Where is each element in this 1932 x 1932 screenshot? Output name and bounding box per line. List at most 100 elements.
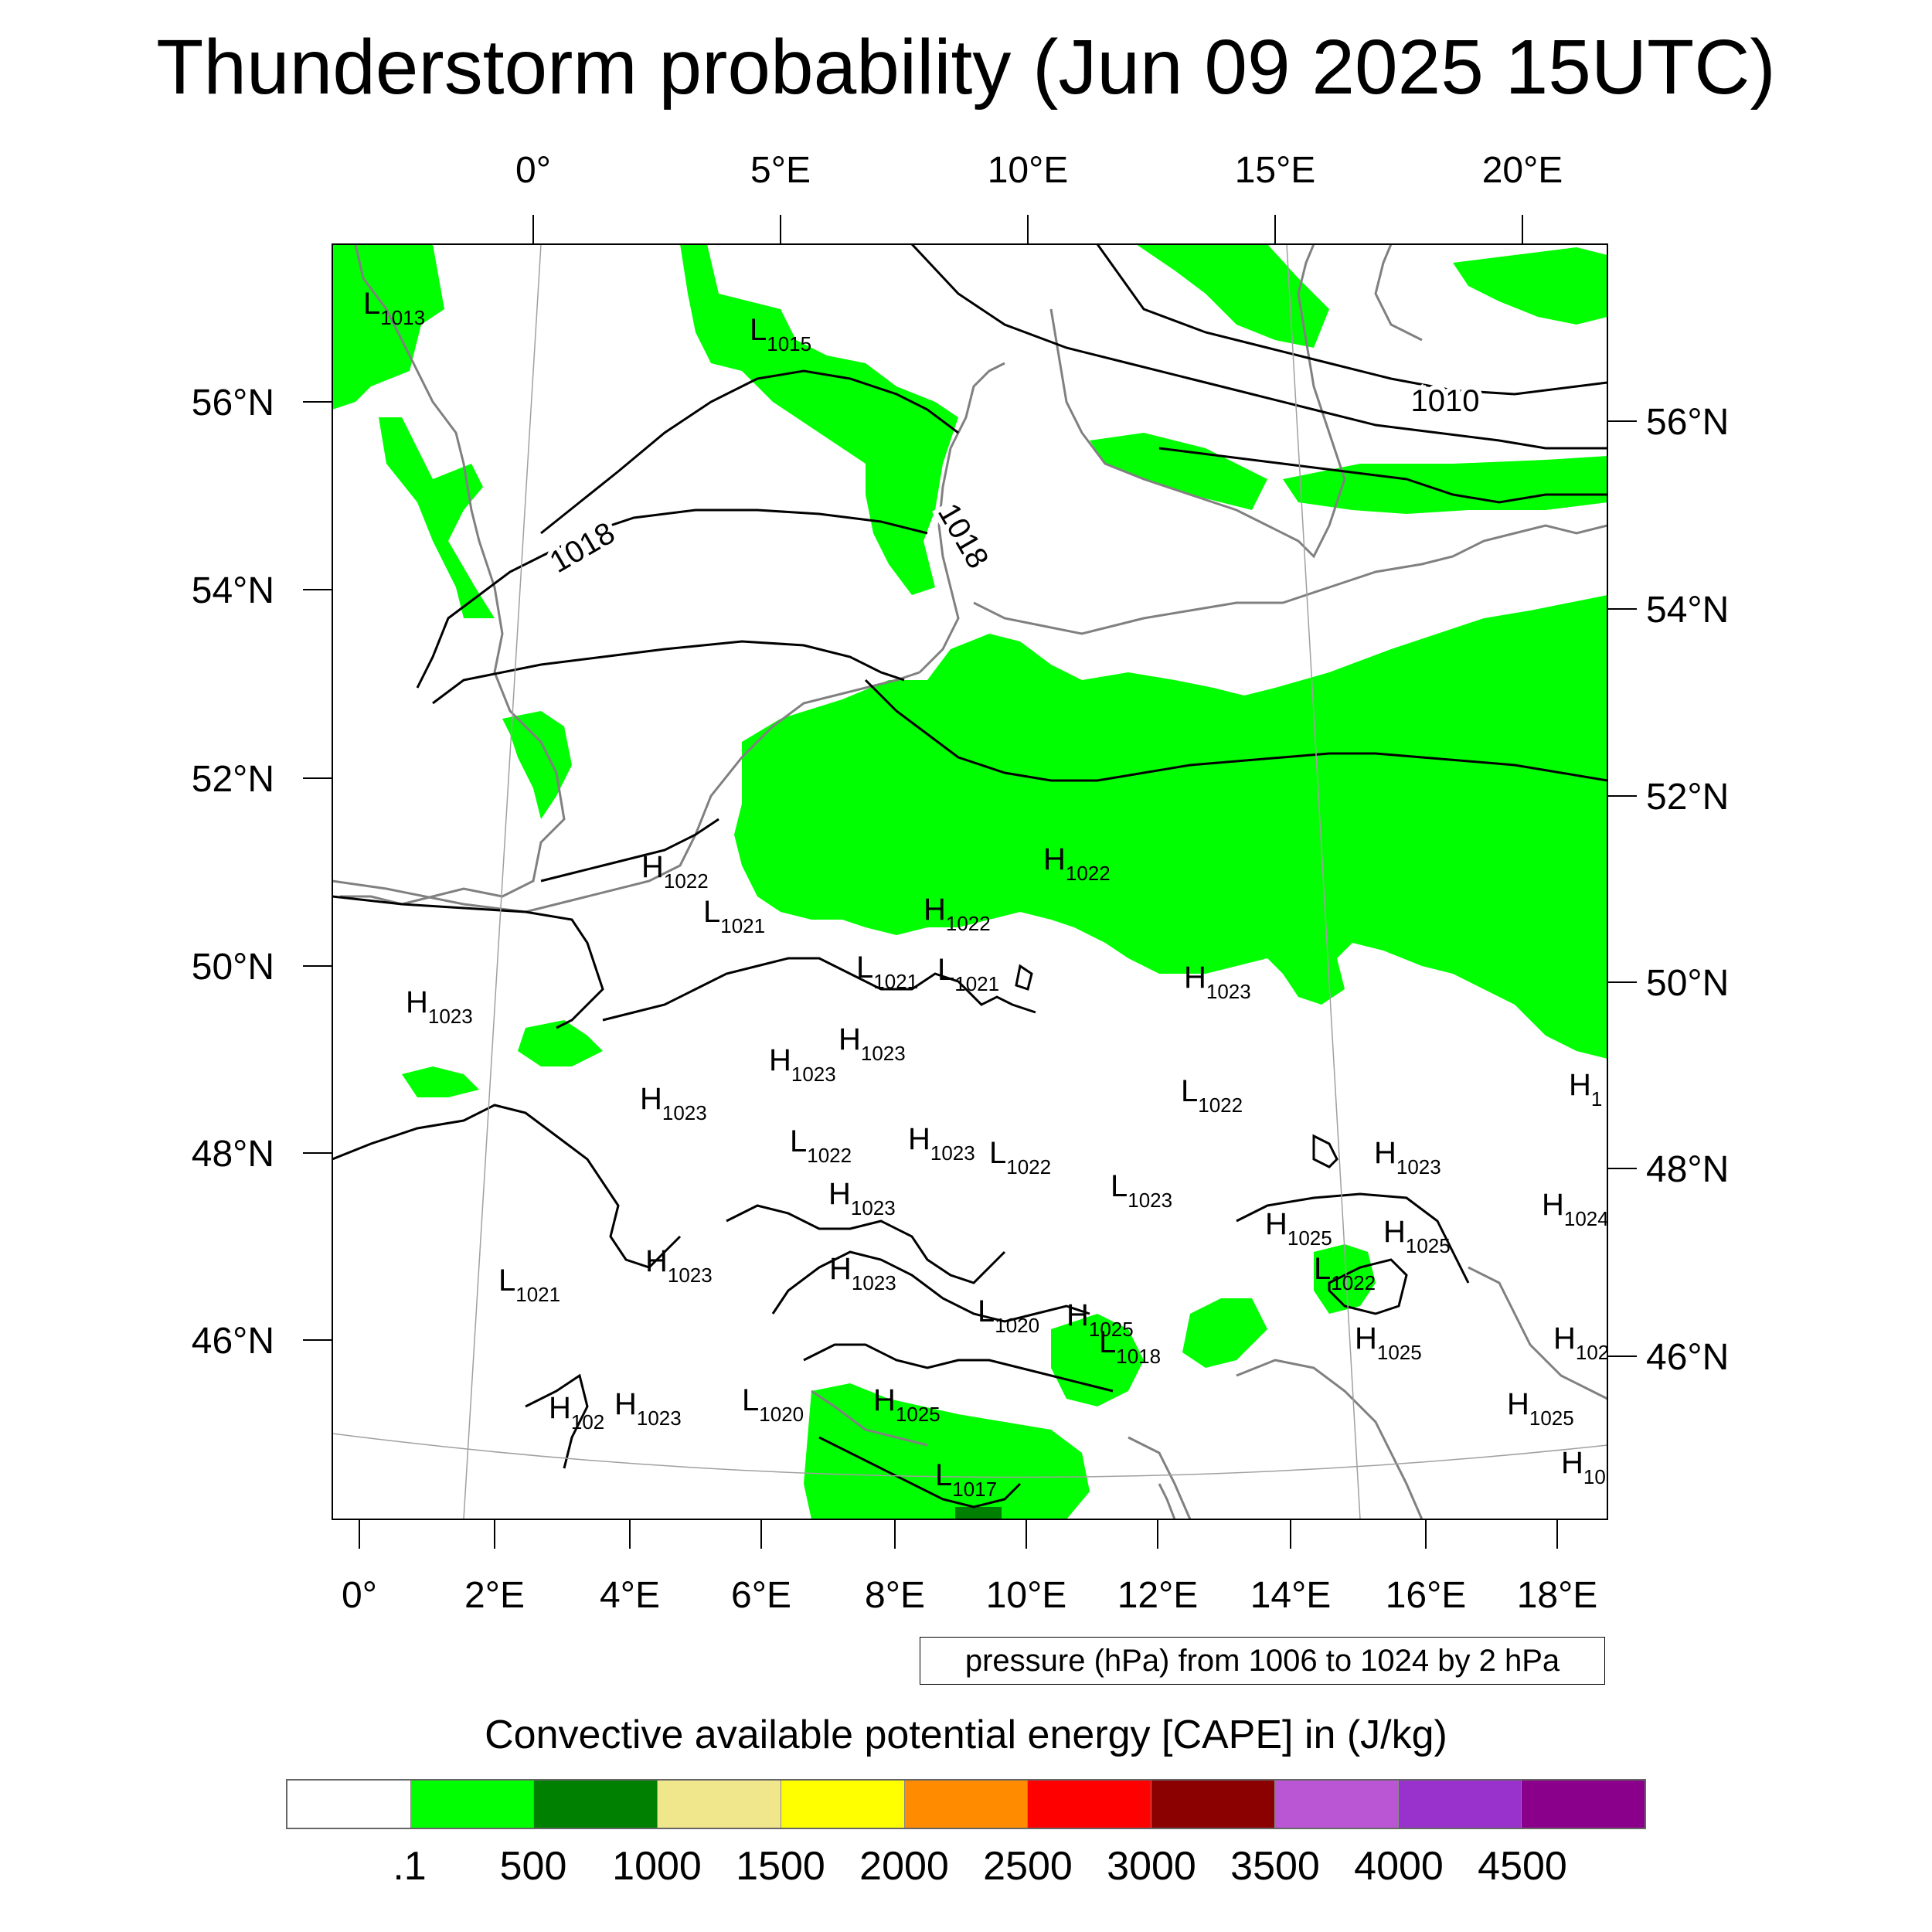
colorbar-box (287, 1781, 411, 1828)
pressure-contour-note: pressure (hPa) from 1006 to 1024 by 2 hP… (920, 1637, 1605, 1685)
colorbar-label: 1500 (736, 1844, 825, 1889)
cape-area-france-north (402, 1066, 479, 1097)
left-lat-label: 48°N (192, 1134, 274, 1175)
low-pressure-label: L1021 (498, 1264, 560, 1306)
cape-area-central-europe (734, 595, 1607, 1059)
bottom-lon-label: 14°E (1250, 1575, 1332, 1616)
isobar-coast-bend (540, 818, 719, 883)
high-pressure-label: H1023 (908, 1122, 975, 1165)
isobars (332, 244, 1607, 1509)
coastline-denmark (918, 362, 1005, 674)
high-pressure-label: H1022 (641, 850, 709, 893)
colorbar-box (534, 1781, 658, 1828)
isobar-lowlands (602, 957, 1036, 1022)
colorbar-box (781, 1781, 905, 1828)
low-pressure-label: L1022 (1181, 1074, 1243, 1117)
high-pressure-label: H102 (1553, 1321, 1609, 1364)
low-pressure-label: L1021 (856, 951, 918, 993)
left-lat-label: 52°N (192, 759, 274, 800)
isobar-alps-south (803, 1343, 1114, 1393)
isobar-label-1010: 1010 (1411, 384, 1480, 418)
bottom-lon-label: 2°E (464, 1575, 525, 1616)
top-lon-label: 0° (515, 150, 551, 191)
top-lon-label: 20°E (1482, 150, 1563, 191)
isobar-alps-north (771, 1250, 1090, 1323)
bottom-lon-label: 6°E (731, 1575, 791, 1616)
colorbar-title: Convective available potential energy [C… (485, 1713, 1447, 1757)
isobar-france-loop (332, 1104, 682, 1269)
low-pressure-label: L1022 (989, 1136, 1051, 1179)
isobar-small-loop-2 (1015, 964, 1033, 991)
low-pressure-label: L1018 (1099, 1325, 1161, 1368)
colorbar-label: 500 (499, 1844, 567, 1889)
colorbar-label: 2000 (859, 1844, 949, 1889)
colorbar-box (1028, 1781, 1152, 1828)
high-pressure-label: H1024 (1542, 1188, 1609, 1230)
colorbar-box (410, 1781, 535, 1828)
colorbar-box (1151, 1781, 1275, 1828)
colorbar (286, 1779, 1646, 1829)
low-pressure-label: L1022 (790, 1124, 852, 1167)
bottom-lon-label: 4°E (600, 1575, 660, 1616)
high-pressure-label: H1023 (838, 1022, 906, 1065)
high-pressure-label: H1023 (406, 985, 473, 1028)
colorbar-box (904, 1781, 1029, 1828)
isobar-northern (1096, 244, 1607, 396)
isobar-north-2 (910, 244, 1607, 450)
low-pressure-label: L1013 (363, 287, 425, 329)
bottom-lon-label: 16°E (1386, 1575, 1467, 1616)
high-pressure-label: H1023 (769, 1043, 836, 1086)
high-pressure-label: H1025 (1066, 1298, 1134, 1341)
isobar-north-germany (864, 679, 1607, 782)
coastline-baltic-east (1374, 244, 1423, 342)
coastline-netherlands (694, 671, 920, 835)
high-pressure-label: H1023 (645, 1244, 713, 1287)
top-lon-label: 10°E (988, 150, 1069, 191)
cape-area-alps-west (1051, 1314, 1144, 1406)
cape-area-adriatic (1314, 1244, 1376, 1314)
cape-dark-area (955, 1507, 1002, 1519)
coastline-germany-baltic (973, 524, 1607, 635)
high-pressure-label: H1022 (1043, 842, 1111, 885)
right-lat-label: 54°N (1646, 590, 1729, 631)
high-pressure-label: H1025 (1383, 1215, 1451, 1257)
isobar-po (818, 1436, 1022, 1509)
left-lat-label: 54°N (192, 570, 274, 611)
chart-title: Thunderstorm probability (Jun 09 2025 15… (156, 24, 1776, 111)
high-pressure-label: H1023 (640, 1082, 707, 1124)
tick-labels: 0° 5°E 10°E 15°E 20°E 0° 2°E 4°E 6°E 8°E… (192, 150, 1730, 1616)
colorbar-label: 3000 (1107, 1844, 1196, 1889)
right-lat-label: 52°N (1646, 777, 1729, 818)
isobar-1010 (1158, 447, 1607, 504)
coastline-ligurian (811, 1389, 928, 1447)
high-pressure-label: H1023 (1374, 1136, 1441, 1179)
tick-marks (303, 215, 1637, 1549)
cape-area-northwest (332, 244, 444, 410)
low-pressure-label: L1015 (750, 313, 811, 355)
left-lat-label: 50°N (192, 947, 274, 988)
graticule-parallel-45 (332, 1433, 1607, 1478)
left-lat-label: 46°N (192, 1321, 274, 1362)
coastline-balkans (1468, 1266, 1607, 1400)
high-pressure-label: H10 (1561, 1446, 1606, 1488)
map-layers: 1010 1018 1018 L1013 L1015H1022H1022L1021… (332, 244, 1609, 1519)
right-lat-label: 46°N (1646, 1337, 1729, 1378)
coastline-sweden (1049, 244, 1346, 559)
cape-shading (332, 244, 1607, 1519)
colorbar-box (1274, 1781, 1399, 1828)
low-pressure-label: L1017 (935, 1458, 997, 1501)
high-pressure-label: H1023 (828, 1177, 896, 1219)
isobar-central (432, 640, 905, 705)
cape-area-north-sea (680, 244, 958, 595)
bottom-lon-label: 10°E (986, 1575, 1067, 1616)
low-pressure-label: L1021 (937, 953, 999, 995)
isobar-south-france (525, 1373, 589, 1469)
high-pressure-label: H1025 (1507, 1387, 1574, 1430)
cape-area-baltic-east (1283, 456, 1607, 514)
high-pressure-label: H1023 (614, 1387, 682, 1430)
high-pressure-label: H1023 (1184, 961, 1251, 1003)
bottom-lon-label: 8°E (865, 1575, 925, 1616)
colorbar-labels: .1 500 1000 1500 2000 2500 3000 3500 400… (0, 1843, 1932, 1889)
